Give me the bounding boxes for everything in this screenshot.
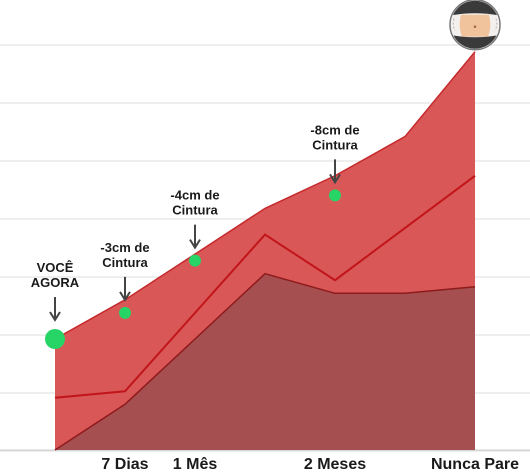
arrowhead-icon: [329, 173, 341, 185]
annotation-label: VOCÊ AGORA: [31, 260, 80, 290]
arrowhead-icon: [119, 291, 131, 302]
area-layer: [55, 51, 475, 451]
annotation-layer: VOCÊ AGORA -3cm de Cintura -4cm de Cintura -8c…: [31, 122, 360, 322]
x-tick-label: 2 Meses: [304, 456, 366, 473]
annotation-label: -4cm de Cintura: [170, 188, 219, 218]
arrowhead-icon: [49, 311, 61, 322]
marker-layer: [45, 0, 501, 349]
x-tick-label: 1 Mês: [173, 456, 218, 473]
milestone-marker: [119, 306, 131, 319]
x-tick-label: 7 Dias: [101, 456, 148, 473]
arrowhead-icon: [189, 239, 201, 250]
annotation-label: -3cm de Cintura: [100, 240, 149, 270]
series-3-area: [55, 273, 475, 450]
x-axis: 7 Dias 1 Mês 2 Meses Nunca Pare: [101, 456, 519, 473]
x-tick-label: Nunca Pare: [431, 456, 519, 473]
milestone-marker: [189, 254, 201, 267]
annotation-label: -8cm de Cintura: [310, 122, 359, 152]
series-3-line: [54, 272, 476, 451]
waist-icon: [449, 0, 501, 51]
series-2-line: [54, 174, 476, 399]
milestone-marker: [45, 329, 65, 349]
milestone-marker: [329, 189, 341, 202]
